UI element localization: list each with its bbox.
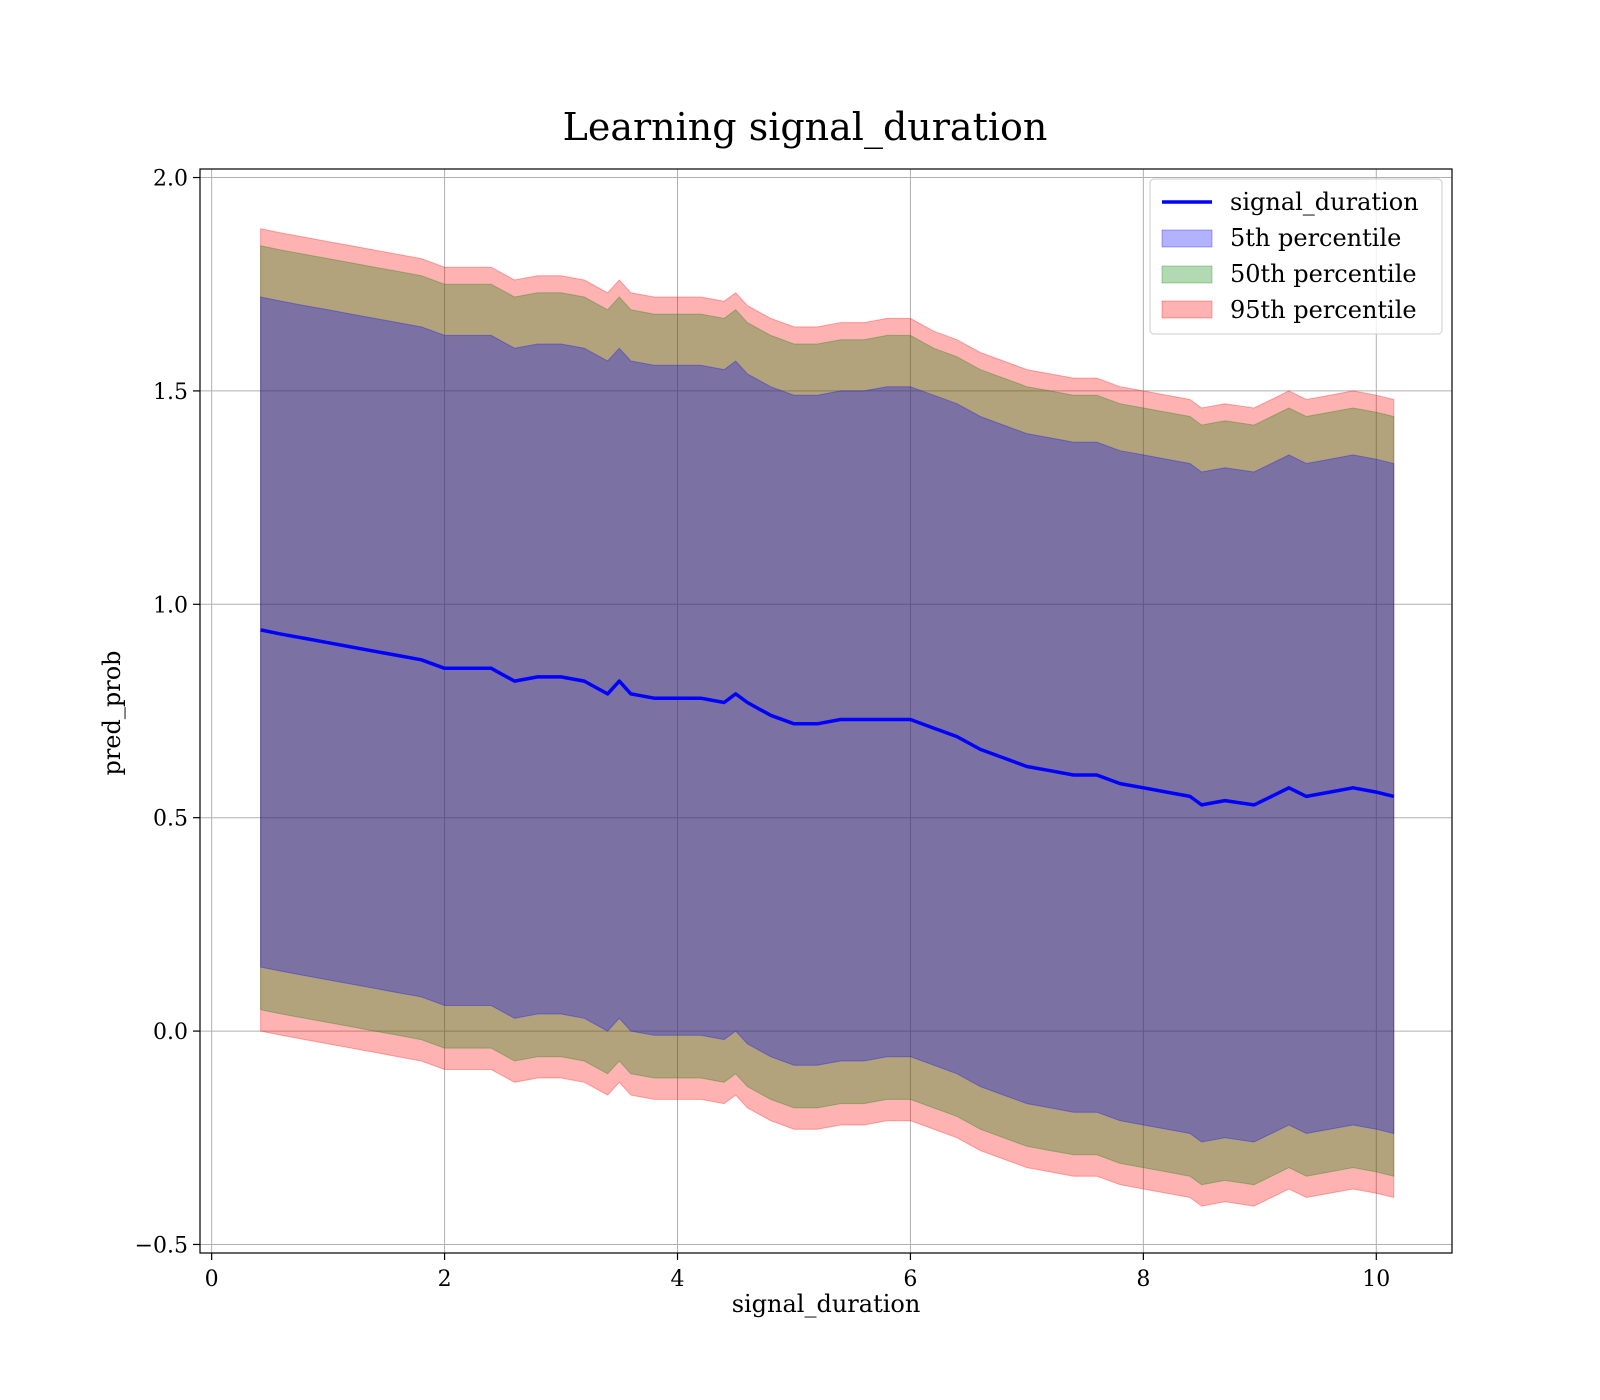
y-axis-ticks: −0.5 0.0 0.5 1.0 1.5 2.0 [135, 167, 200, 1258]
y-axis-label: pred_prob [98, 650, 126, 775]
y-tick-label: 1.5 [153, 380, 188, 405]
legend-box [1149, 178, 1443, 335]
line-signal-duration [260, 628, 1395, 807]
x-tick-label: 2 [438, 1267, 452, 1292]
legend-label-5th-percentile: 5th percentile [1230, 224, 1401, 252]
chart-title: Learning signal_duration [563, 105, 1048, 150]
legend-swatch-5th-percentile [1161, 229, 1213, 248]
legend-label-signal-duration: signal_duration [1230, 188, 1419, 216]
x-axis-label: signal_duration [732, 1290, 921, 1318]
percentile-bands [260, 228, 1395, 1207]
band-50th-percentile [260, 245, 1395, 1186]
y-tick-label: −0.5 [135, 1233, 188, 1258]
x-tick-label: 4 [671, 1267, 685, 1292]
x-tick-label: 8 [1136, 1267, 1150, 1292]
y-tick-label: 2.0 [153, 167, 188, 192]
y-tick-label: 0.0 [153, 1020, 188, 1045]
series-lines [260, 628, 1395, 807]
y-tick-label: 1.0 [153, 593, 188, 618]
legend-label-50th-percentile: 50th percentile [1230, 260, 1417, 288]
x-tick-label: 10 [1362, 1267, 1390, 1292]
band-5th-percentile [260, 296, 1395, 1143]
legend-swatch-50th-percentile [1161, 265, 1213, 284]
x-axis-ticks: 0 2 4 6 8 10 [205, 1253, 1390, 1292]
y-tick-label: 0.5 [153, 807, 188, 832]
grid [200, 169, 1452, 1253]
legend-swatch-95th-percentile [1161, 300, 1213, 319]
plot-frame [199, 168, 1453, 1254]
legend-label-95th-percentile: 95th percentile [1230, 296, 1417, 324]
x-tick-label: 6 [903, 1267, 917, 1292]
x-tick-label: 0 [205, 1267, 219, 1292]
band-95th-percentile [260, 228, 1395, 1207]
legend: signal_duration 5th percentile 50th perc… [1149, 178, 1443, 335]
